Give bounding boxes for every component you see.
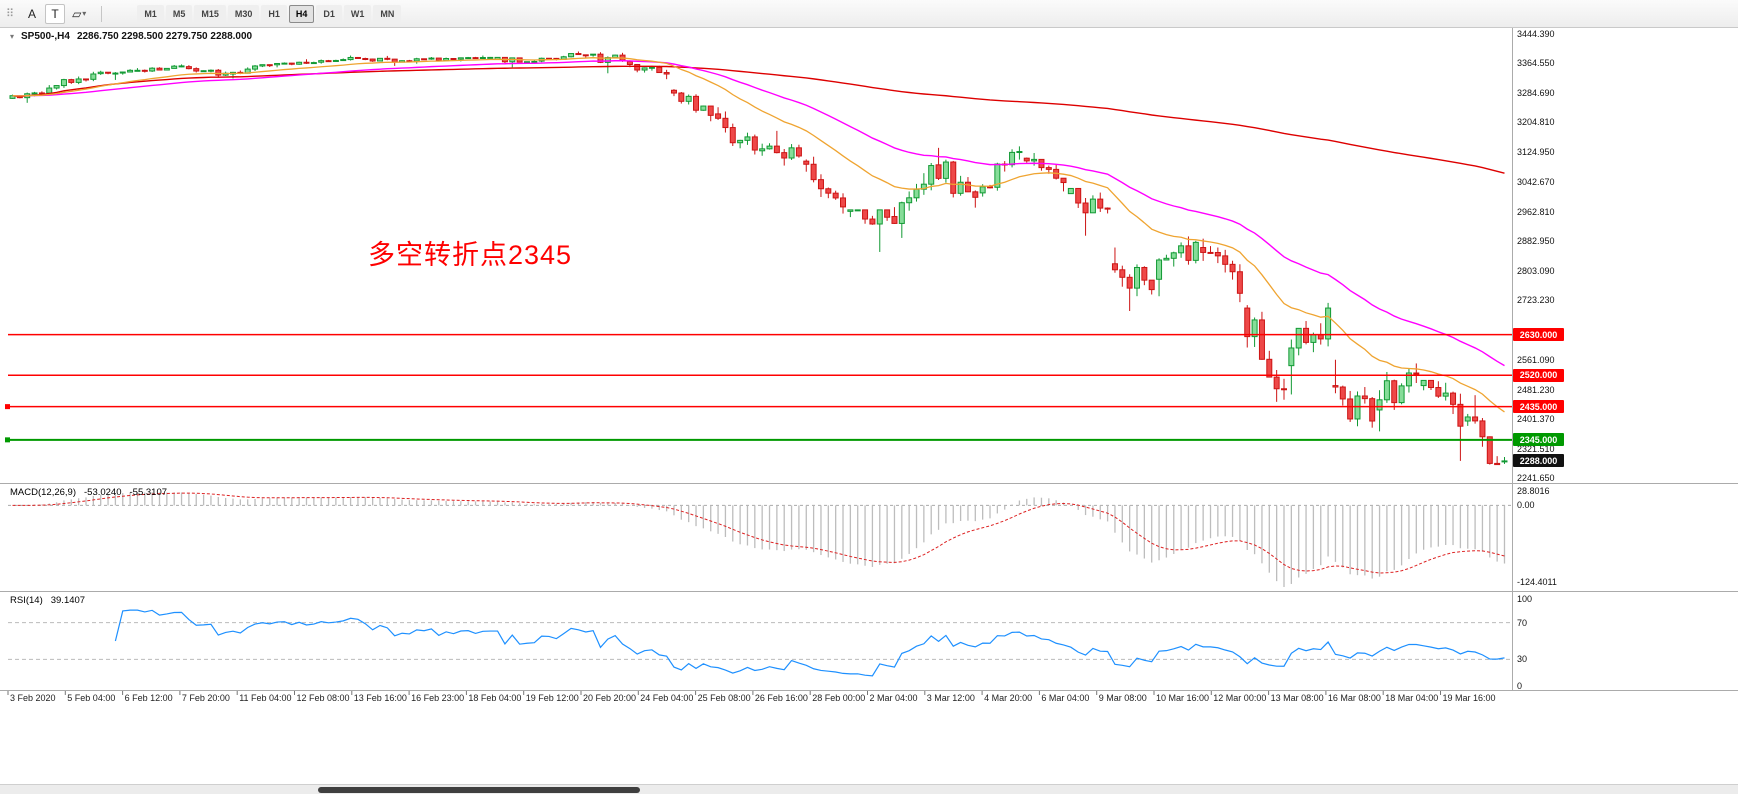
timeframe-M1[interactable]: M1 [137, 4, 164, 23]
macd-name-label: MACD(12,26,9) [10, 487, 76, 498]
time-axis-label: 18 Mar 04:00 [1385, 693, 1439, 703]
shape-icon: ▱ [72, 6, 82, 21]
time-axis-label: 5 Feb 04:00 [67, 693, 116, 703]
time-axis-label: 26 Feb 16:00 [754, 693, 808, 703]
time-axis-label: 10 Mar 16:00 [1156, 693, 1210, 703]
price-axis-tick: 2401.370 [1517, 414, 1555, 425]
time-axis-label: 28 Feb 00:00 [812, 693, 866, 703]
level-lines[interactable] [5, 333, 1512, 443]
timeframe-M15[interactable]: M15 [194, 4, 226, 23]
rsi-line [114, 609, 1505, 677]
timeframe-M5[interactable]: M5 [165, 4, 193, 23]
rsi-axis-tick: 70 [1517, 617, 1528, 628]
time-axis-label: 13 Feb 16:00 [353, 693, 407, 703]
time-axis-label: 12 Mar 00:00 [1213, 693, 1267, 703]
rsi-axis-tick: 100 [1517, 594, 1533, 604]
time-axis-label: 19 Feb 12:00 [525, 693, 579, 703]
rsi-value: 39.1407 [50, 595, 86, 606]
price-axis-tick: 2882.950 [1517, 236, 1555, 247]
chart-text-annotation[interactable]: 多空转折点2345 [368, 240, 573, 270]
toolbar-drag-handle[interactable]: ⠿ [6, 8, 15, 20]
ma-mid-line [12, 60, 1505, 367]
chevron-down-icon: ▾ [82, 9, 87, 18]
macd-axis-top: 28.8016 [1517, 486, 1550, 496]
time-axis-label: 3 Feb 2020 [10, 693, 56, 703]
time-axis-label: 24 Feb 04:00 [640, 693, 694, 703]
price-axis-tick: 3444.390 [1517, 29, 1555, 39]
time-axis-label: 16 Feb 23:00 [411, 693, 465, 703]
price-axis-tick: 3284.690 [1517, 87, 1555, 98]
timeframe-H4[interactable]: H4 [288, 4, 315, 23]
price-axis-tick: 3364.550 [1517, 58, 1555, 69]
ohlc-values: 2286.750 2298.500 2279.750 2288.000 [76, 31, 253, 42]
price-axis-tick: 2241.650 [1517, 473, 1555, 483]
time-axis-label: 7 Feb 20:00 [181, 693, 230, 703]
macd-axis-bottom: -124.4011 [1517, 577, 1557, 587]
symbol-timeframe-label: SP500-,H4 [21, 31, 70, 42]
level-price-badge[interactable]: 2435.000 [1513, 400, 1564, 414]
timeframe-D1[interactable]: D1 [316, 4, 342, 23]
time-ticks [7, 691, 1441, 695]
level-price-badge[interactable]: 2345.000 [1513, 433, 1564, 447]
collapse-ohlc-icon[interactable]: ▾ [10, 32, 15, 41]
rsi-label-row: RSI(14) 39.1407 [10, 595, 85, 606]
time-axis-label: 13 Mar 08:00 [1270, 693, 1324, 703]
timeframe-H1[interactable]: H1 [261, 4, 287, 23]
ma-fast-line [12, 57, 1505, 413]
macd-main-value: -53.0240 [84, 487, 122, 498]
time-axis-label: 25 Feb 08:00 [697, 693, 751, 703]
time-axis-label: 12 Feb 08:00 [296, 693, 350, 703]
toolbar-separator [101, 5, 103, 22]
price-axis-tick: 3124.950 [1517, 146, 1555, 157]
time-axis-label: 18 Feb 04:00 [468, 693, 522, 703]
time-axis-label: 4 Mar 20:00 [984, 693, 1033, 703]
timeframe-W1[interactable]: W1 [343, 4, 372, 23]
chart-title: ▾ SP500-,H4 2286.750 2298.500 2279.750 2… [10, 31, 252, 42]
time-axis-label: 20 Feb 20:00 [583, 693, 637, 703]
rsi-name-label: RSI(14) [10, 595, 43, 606]
time-axis-label: 3 Mar 12:00 [926, 693, 975, 703]
price-axis-tick: 3204.810 [1517, 117, 1555, 128]
price-axis-tick: 2962.810 [1517, 206, 1555, 217]
price-axis-tick: 2321.510 [1517, 443, 1555, 454]
time-axis-label: 2 Mar 04:00 [869, 693, 918, 703]
price-axis-tick: 2723.230 [1517, 295, 1555, 306]
candles-layer [9, 51, 1508, 466]
price-axis-tick: 3042.670 [1517, 177, 1555, 188]
toolbar: ⠿ A T ▱ ▾ M1 M5 M15 M30 H1 H4 D1 W1 MN [0, 0, 1738, 28]
time-axis-label: 6 Feb 12:00 [124, 693, 173, 703]
time-axis-label: 11 Feb 04:00 [239, 693, 292, 703]
current-price-badge: 2288.000 [1513, 454, 1564, 468]
macd-histogram [19, 492, 1506, 587]
shapes-dropdown-button[interactable]: ▱ ▾ [68, 4, 90, 24]
time-axis-label: 6 Mar 04:00 [1041, 693, 1090, 703]
price-axis-tick: 2803.090 [1517, 265, 1555, 276]
timeframe-MN[interactable]: MN [373, 4, 402, 23]
rsi-axis-tick: 0 [1517, 681, 1523, 691]
timeframe-M30[interactable]: M30 [227, 4, 260, 23]
macd-axis-zero: 0.00 [1517, 500, 1535, 511]
macd-signal-line [12, 492, 1505, 574]
level-price-badge[interactable]: 2630.000 [1513, 328, 1564, 342]
price-axis-tick: 2481.230 [1517, 384, 1555, 395]
time-axis-label: 19 Mar 16:00 [1442, 693, 1496, 703]
timeframe-bar: M1 M5 M15 M30 H1 H4 D1 W1 MN [137, 4, 402, 23]
macd-label-row: MACD(12,26,9) -53.0240 -55.3107 [10, 487, 167, 498]
panel-separators [0, 28, 1738, 691]
text-annotation-button[interactable]: A [22, 4, 42, 24]
scrollbar-thumb[interactable] [318, 787, 640, 793]
ma-slow-line [12, 65, 1505, 174]
horizontal-scrollbar[interactable] [0, 784, 1738, 794]
price-axis-tick: 2561.090 [1517, 355, 1555, 366]
time-axis-label: 9 Mar 08:00 [1098, 693, 1147, 703]
rsi-axis-tick: 30 [1517, 654, 1528, 665]
level-price-badge[interactable]: 2520.000 [1513, 368, 1564, 382]
time-axis-label: 16 Mar 08:00 [1327, 693, 1381, 703]
macd-signal-value: -55.3107 [129, 487, 168, 498]
text-frame-button[interactable]: T [45, 3, 66, 24]
